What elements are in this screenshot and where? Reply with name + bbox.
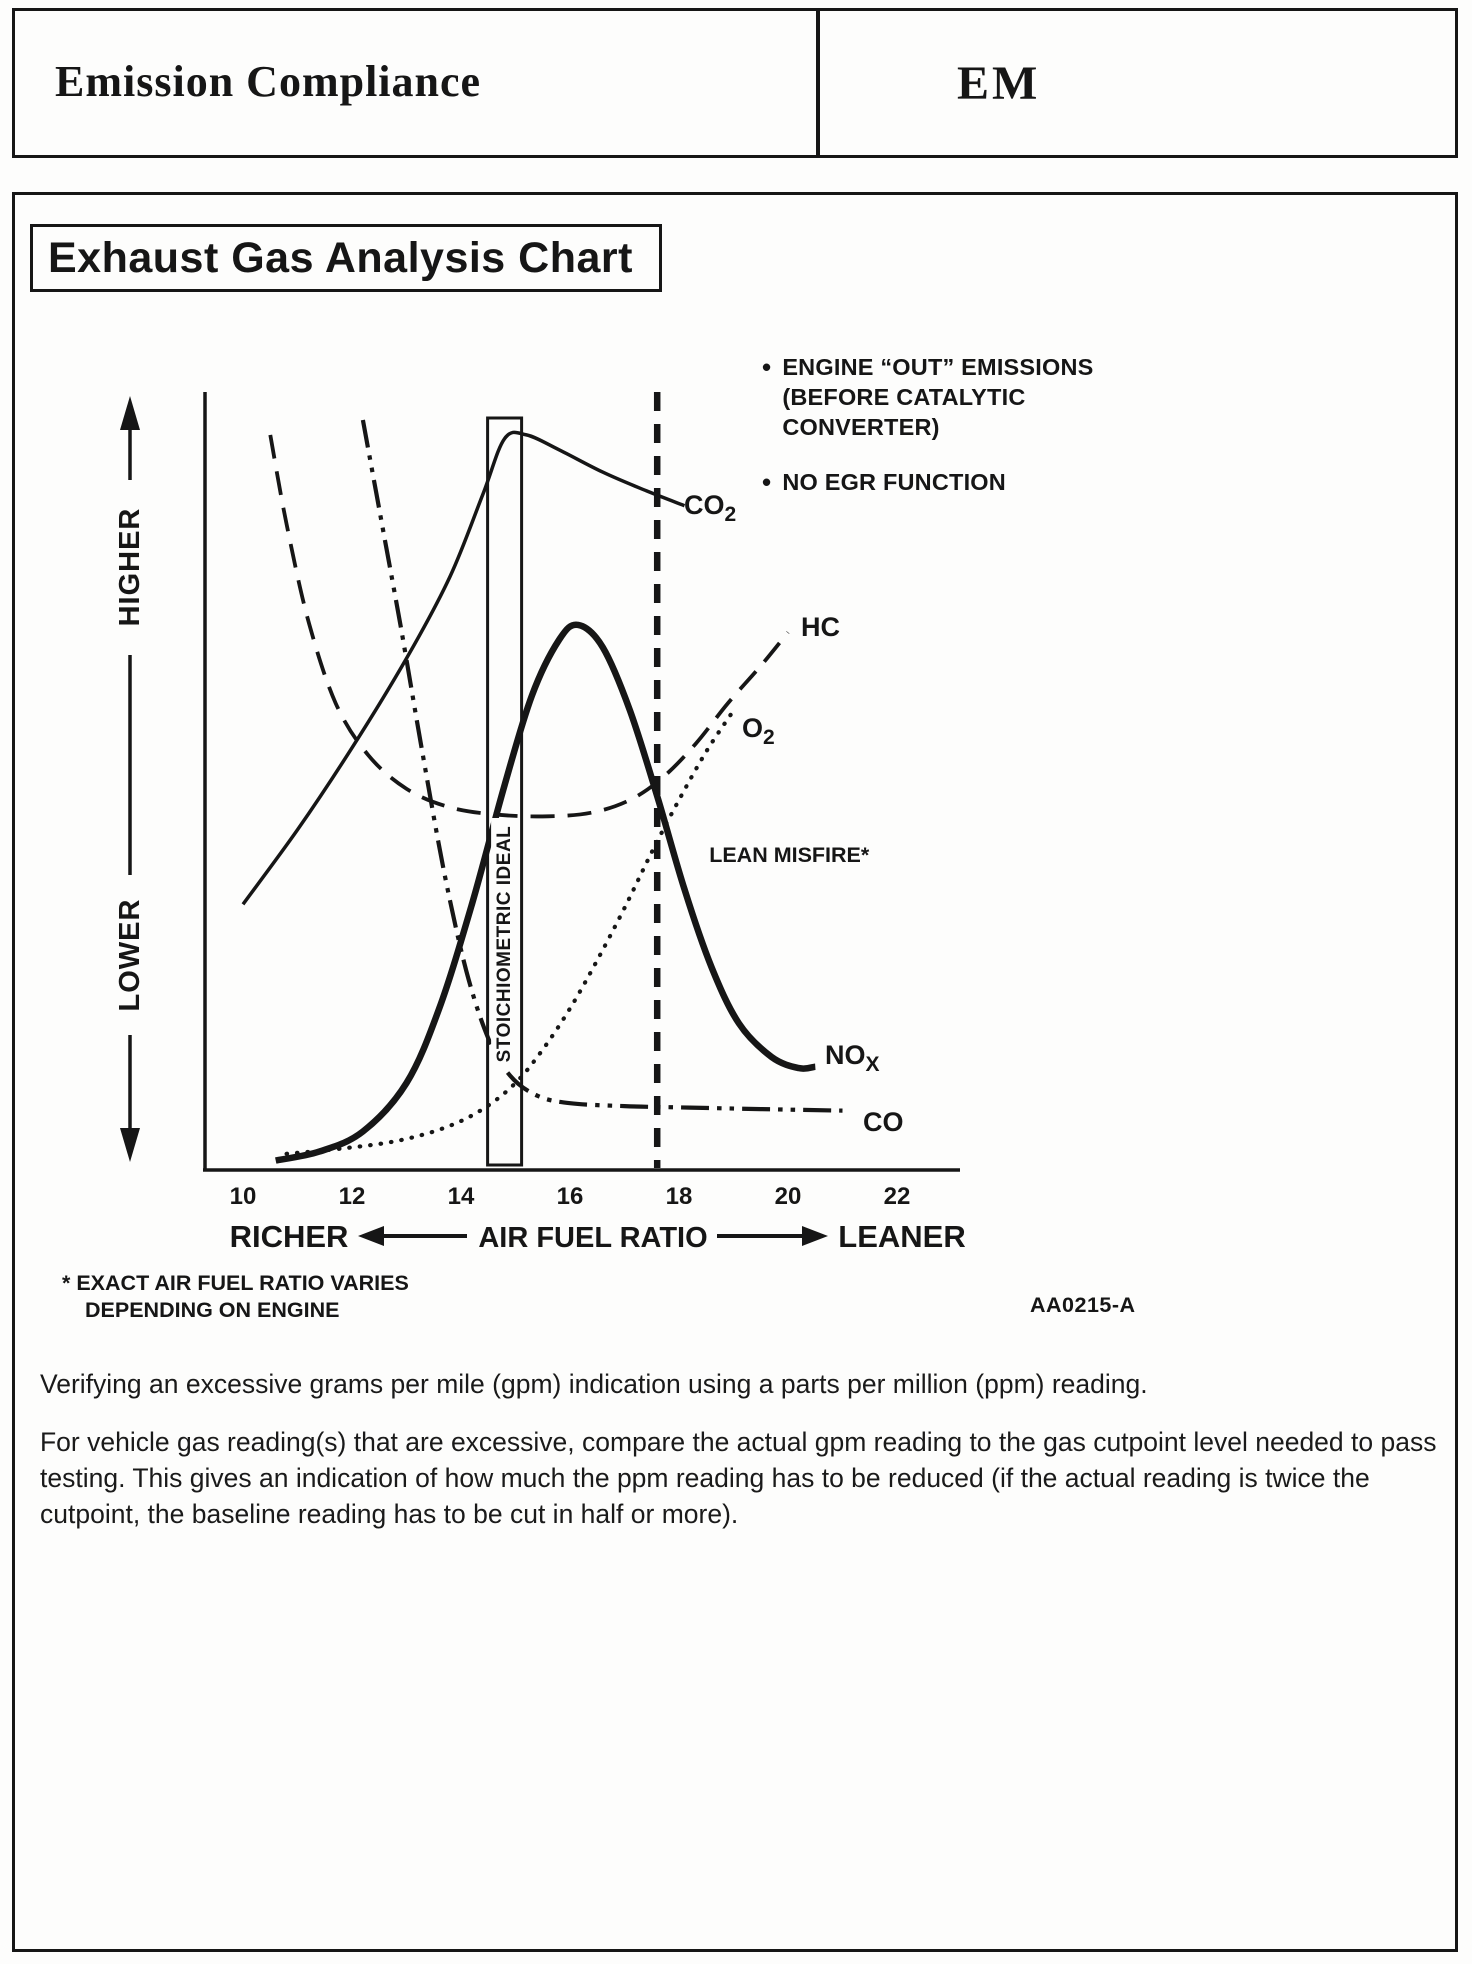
stoichiometric-label-bg xyxy=(491,818,519,1070)
body-paragraph: For vehicle gas reading(s) that are exce… xyxy=(40,1427,1437,1529)
bullet-icon: • xyxy=(762,352,772,382)
note-no-egr: • NO EGR FUNCTION xyxy=(762,467,1006,497)
series-label-CO: CO xyxy=(863,1107,904,1137)
figure-reference-code: AA0215-A xyxy=(1030,1293,1136,1317)
stoichiometric-ideal-label: STOICHIOMETRIC IDEAL xyxy=(494,826,515,1063)
x-tick-label: 18 xyxy=(666,1183,693,1210)
curve-labels-group: CO2 HC O2 NOX CO xyxy=(684,490,904,1137)
section-code: EM xyxy=(957,57,1041,110)
series-label-CO2: CO2 xyxy=(684,490,736,526)
x-tick-label: 16 xyxy=(557,1183,584,1210)
series-label-O2: O2 xyxy=(742,713,775,749)
note-engine-out-line1: ENGINE “OUT” EMISSIONS xyxy=(782,354,1094,380)
y-axis-label-higher: HIGHER xyxy=(114,508,146,627)
x-tick-label: 14 xyxy=(448,1183,475,1210)
lean-misfire-label: LEAN MISFIRE* xyxy=(709,843,870,867)
stoichiometric-band xyxy=(486,416,524,1167)
richer-label: RICHER xyxy=(230,1219,349,1254)
arrow-left-icon xyxy=(358,1226,384,1246)
relative-scale-arrow xyxy=(120,396,140,1162)
curve-CO xyxy=(360,419,843,1113)
footnote-line2: DEPENDING ON ENGINE xyxy=(85,1298,339,1322)
markers-group: STOICHIOMETRIC IDEAL LEAN MISFIRE* xyxy=(486,392,870,1168)
y-axis-label-lower: LOWER xyxy=(114,899,146,1012)
curve-O2 xyxy=(284,708,736,1156)
series-label-NOx: NOX xyxy=(825,1040,880,1076)
x-tick-label: 12 xyxy=(339,1183,366,1210)
header-box xyxy=(12,8,1458,158)
figure-box xyxy=(12,192,1458,1952)
arrow-up-icon xyxy=(120,396,140,430)
curve-HC xyxy=(268,434,790,819)
note-no-egr-text: NO EGR FUNCTION xyxy=(782,469,1006,495)
exhaust-gas-chart: HIGHER LOWER STOICHIOMETRIC IDEAL LEAN MI… xyxy=(62,392,1136,1322)
x-axis-annotation: RICHER AIR FUEL RATIO LEANER xyxy=(230,1219,966,1254)
note-engine-out-line3: CONVERTER) xyxy=(782,414,940,440)
bullet-icon: • xyxy=(762,467,772,497)
curves-group xyxy=(241,419,843,1164)
x-tick-label: 22 xyxy=(884,1183,911,1210)
leaner-label: LEANER xyxy=(838,1219,965,1254)
x-tick-label: 10 xyxy=(230,1183,257,1210)
body-line1: Verifying an excessive grams per mile (g… xyxy=(40,1369,1148,1399)
curve-NOx xyxy=(275,621,816,1164)
footnote-line1: * EXACT AIR FUEL RATIO VARIES xyxy=(62,1271,409,1295)
header-divider xyxy=(816,8,820,158)
arrow-right-icon xyxy=(802,1226,828,1246)
series-label-HC: HC xyxy=(801,612,840,642)
curve-CO2 xyxy=(241,430,686,906)
page-title: Emission Compliance xyxy=(55,57,482,106)
figure-title: Exhaust Gas Analysis Chart xyxy=(48,233,633,282)
note-engine-out: • ENGINE “OUT” EMISSIONS (BEFORE CATALYT… xyxy=(762,352,1094,442)
arrow-down-icon xyxy=(120,1128,140,1162)
figure-title-box: Exhaust Gas Analysis Chart xyxy=(30,224,662,292)
x-tick-labels: 10 12 14 16 18 20 22 xyxy=(230,1183,911,1210)
note-engine-out-line2: (BEFORE CATALYTIC xyxy=(782,384,1026,410)
x-tick-label: 20 xyxy=(775,1183,802,1210)
x-axis-title: AIR FUEL RATIO xyxy=(478,1222,707,1254)
